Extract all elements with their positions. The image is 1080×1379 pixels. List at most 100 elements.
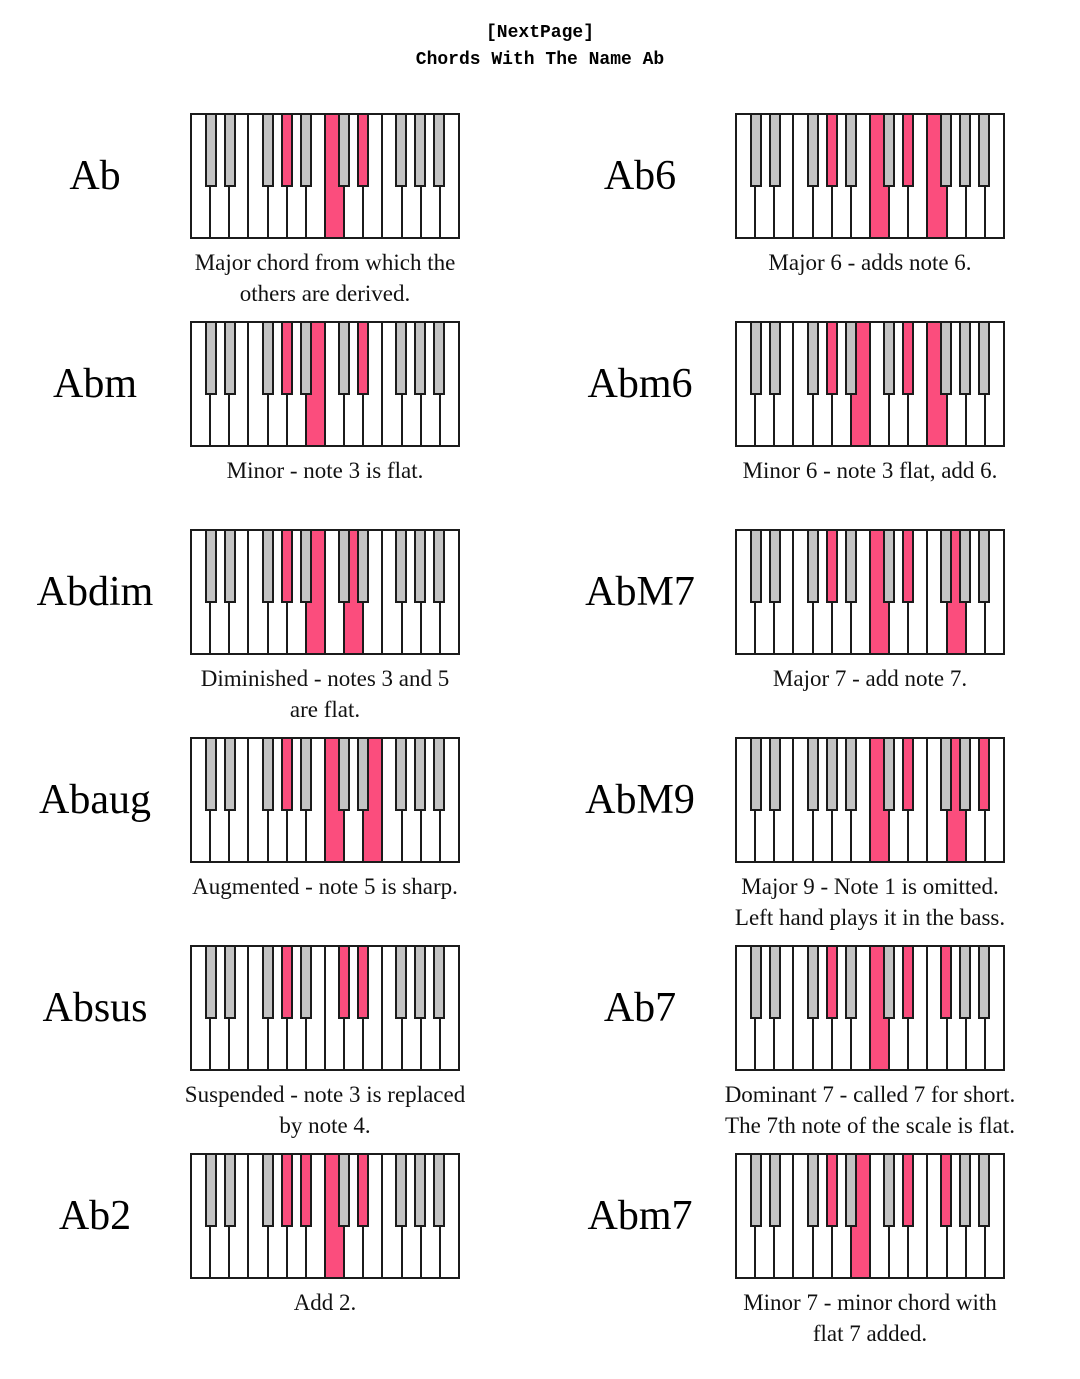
chord-caption: Augmented - note 5 is sharp. xyxy=(190,871,460,902)
black-key-G#1-highlighted xyxy=(826,323,838,395)
black-key-D#2 xyxy=(357,531,369,603)
black-key-D#2-highlighted xyxy=(357,323,369,395)
chord-caption: Major chord from which the others are der… xyxy=(190,247,460,309)
black-key-C#1 xyxy=(750,739,762,811)
caption-line: Diminished - notes 3 and 5 xyxy=(200,666,450,691)
black-key-D#1 xyxy=(224,1155,236,1227)
black-key-G#1-highlighted xyxy=(281,739,293,811)
chord-label-box: Abm6 xyxy=(545,321,735,447)
chord-body: Minor 7 - minor chord with flat 7 added. xyxy=(735,1153,1005,1349)
black-key-C#2 xyxy=(883,739,895,811)
caption-line: The 7th note of the scale is flat. xyxy=(725,1113,1015,1138)
chord-label-box: Ab7 xyxy=(545,945,735,1071)
piano-keyboard-Ab7 xyxy=(735,945,1005,1071)
black-key-G#2 xyxy=(414,531,426,603)
white-key-B2 xyxy=(985,1155,1003,1277)
black-key-F#1 xyxy=(262,947,274,1019)
chord-label-box: Abm7 xyxy=(545,1153,735,1279)
black-key-F#2 xyxy=(395,739,407,811)
black-key-A#1 xyxy=(300,739,312,811)
black-key-A#2 xyxy=(978,323,990,395)
black-key-F#2 xyxy=(940,323,952,395)
black-key-G#2 xyxy=(414,115,426,187)
black-key-G#2 xyxy=(414,739,426,811)
piano-keyboard-Abdim xyxy=(190,529,460,655)
chord-block: Abaug Augmented - note 5 is sharp. xyxy=(0,737,540,945)
black-key-G#1-highlighted xyxy=(281,115,293,187)
page-title: Chords With The Name Ab xyxy=(415,50,665,70)
chord-block: Ab6 Major 6 - adds note 6. xyxy=(540,113,1080,321)
chord-caption: Add 2. xyxy=(190,1287,460,1318)
piano-keyboard-AbM9 xyxy=(735,737,1005,863)
white-key-E2 xyxy=(364,1155,384,1277)
black-key-D#2-highlighted xyxy=(357,947,369,1019)
black-key-C#1 xyxy=(205,531,217,603)
caption-line: Minor - note 3 is flat. xyxy=(226,458,424,483)
black-key-D#2-highlighted xyxy=(902,739,914,811)
black-key-F#1 xyxy=(807,115,819,187)
black-key-G#2 xyxy=(959,739,971,811)
black-key-C#2 xyxy=(883,531,895,603)
white-key-E2 xyxy=(909,739,929,861)
black-key-D#1 xyxy=(769,1155,781,1227)
white-key-E2 xyxy=(364,323,384,445)
black-key-D#2-highlighted xyxy=(357,1155,369,1227)
caption-line: others are derived. xyxy=(239,281,411,306)
caption-line: Augmented - note 5 is sharp. xyxy=(192,874,458,899)
chord-caption: Minor 7 - minor chord with flat 7 added. xyxy=(735,1287,1005,1349)
caption-line: Minor 7 - minor chord with xyxy=(743,1290,997,1315)
black-key-F#1 xyxy=(262,1155,274,1227)
black-key-D#2-highlighted xyxy=(357,115,369,187)
black-key-A#2-highlighted xyxy=(978,739,990,811)
chord-grid: Ab Major chord from which the others are … xyxy=(0,113,1080,1361)
black-key-D#1 xyxy=(224,739,236,811)
chord-name-label: Ab xyxy=(69,153,121,199)
white-key-E2 xyxy=(364,115,384,237)
chord-body: Minor - note 3 is flat. xyxy=(190,321,460,486)
black-key-A#2 xyxy=(433,739,445,811)
chord-caption: Major 7 - add note 7. xyxy=(735,663,1005,694)
black-key-D#1 xyxy=(224,531,236,603)
chord-block: Abm Minor - note 3 is flat. xyxy=(0,321,540,529)
chord-caption: Minor 6 - note 3 flat, add 6. xyxy=(735,455,1005,486)
chord-body: Major 7 - add note 7. xyxy=(735,529,1005,694)
black-key-G#2 xyxy=(414,323,426,395)
caption-line: Major 9 - Note 1 is omitted. xyxy=(741,874,999,899)
black-key-C#2 xyxy=(338,323,350,395)
black-key-D#2-highlighted xyxy=(902,323,914,395)
black-key-D#1 xyxy=(224,115,236,187)
black-key-F#2 xyxy=(395,947,407,1019)
black-key-F#1 xyxy=(262,531,274,603)
black-key-C#2 xyxy=(338,115,350,187)
black-key-A#1 xyxy=(845,739,857,811)
black-key-G#1-highlighted xyxy=(281,1155,293,1227)
chord-block: Ab2 Add 2. xyxy=(0,1153,540,1361)
black-key-F#2-highlighted xyxy=(940,1155,952,1227)
black-key-D#2-highlighted xyxy=(902,531,914,603)
black-key-A#1 xyxy=(845,947,857,1019)
white-key-B2 xyxy=(985,947,1003,1069)
black-key-C#2 xyxy=(883,323,895,395)
white-key-E2 xyxy=(909,323,929,445)
black-key-C#2 xyxy=(883,1155,895,1227)
white-key-E2-highlighted xyxy=(364,739,384,861)
chord-label-box: AbM7 xyxy=(545,529,735,655)
chord-body: Suspended - note 3 is replaced by note 4. xyxy=(185,945,465,1141)
white-key-B2 xyxy=(440,115,458,237)
black-key-A#1-highlighted xyxy=(300,1155,312,1227)
white-key-B2 xyxy=(985,115,1003,237)
black-key-F#2 xyxy=(940,739,952,811)
black-key-C#1 xyxy=(205,1155,217,1227)
black-key-F#1 xyxy=(807,531,819,603)
white-key-B2 xyxy=(985,531,1003,653)
chord-block: Ab7 Dominant 7 - called 7 for short. The … xyxy=(540,945,1080,1153)
black-key-G#1-highlighted xyxy=(826,1155,838,1227)
piano-keyboard-Ab xyxy=(190,113,460,239)
piano-keyboard-Absus xyxy=(190,945,460,1071)
piano-keyboard-AbM7 xyxy=(735,529,1005,655)
black-key-G#1-highlighted xyxy=(826,115,838,187)
chord-label-box: Abaug xyxy=(0,737,190,863)
caption-line: Major chord from which the xyxy=(194,250,456,275)
black-key-C#1 xyxy=(750,947,762,1019)
black-key-A#1 xyxy=(845,115,857,187)
